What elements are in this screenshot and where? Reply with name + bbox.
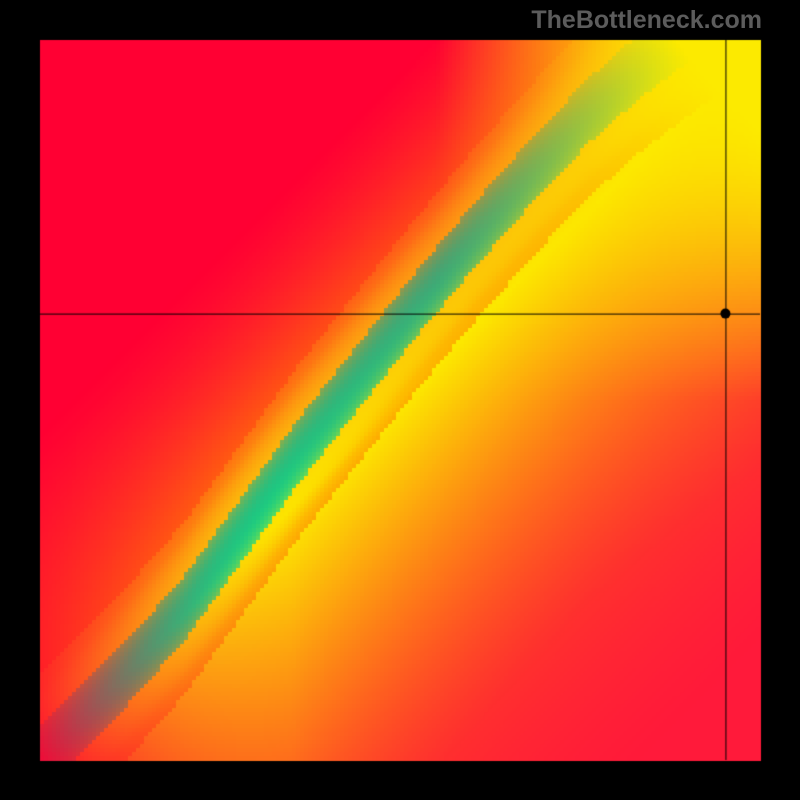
heatmap-canvas <box>0 0 800 800</box>
chart-container: TheBottleneck.com <box>0 0 800 800</box>
watermark-text: TheBottleneck.com <box>531 6 762 35</box>
